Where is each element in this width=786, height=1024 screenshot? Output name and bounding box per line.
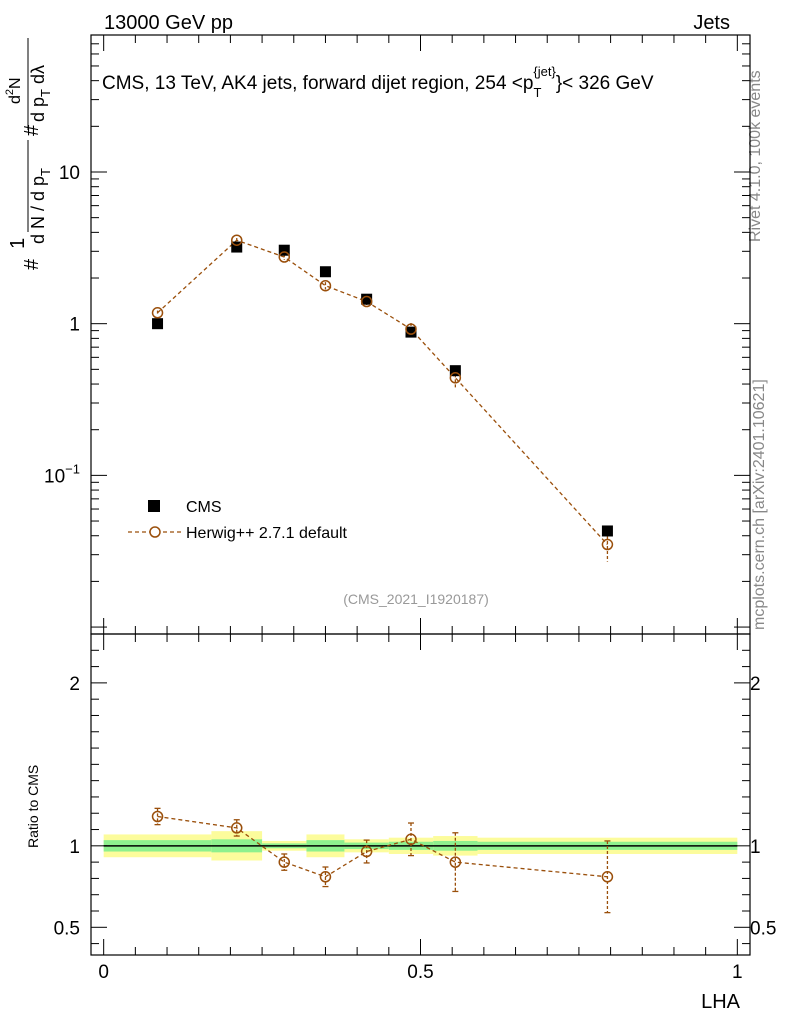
herwig-point [449, 372, 462, 384]
svg-text:#1: #1 [7, 238, 43, 270]
legend-label-cms: CMS [186, 499, 222, 516]
cms-point [449, 365, 461, 377]
ratio-point [230, 822, 243, 834]
herwig-point [151, 307, 164, 319]
svg-text:d N / d pT: d N / d pT [28, 168, 53, 244]
ratio-line [157, 815, 608, 878]
ratio-ylabel: Ratio to CMS [25, 765, 41, 848]
ratio-point [601, 871, 614, 883]
ratio-point [360, 845, 373, 858]
y-tick-label: 10−1 [44, 461, 80, 487]
x-tick-label: 1 [732, 962, 743, 983]
energy-label: 13000 GeV pp [104, 12, 233, 34]
svg-text:d pT dλ: d pT dλ [28, 65, 53, 122]
ratio-y-tick-label: 1 [69, 837, 80, 858]
ratio-y-tick-label: 0.5 [54, 918, 80, 939]
legend-marker-herwig [149, 526, 161, 538]
ratio-axis-ticks: 0.5 0.5 1 1 2 2 0 0.5 1 [54, 634, 776, 983]
cms-point [152, 318, 164, 330]
ratio-point [151, 810, 164, 823]
legend-marker-cms [148, 500, 160, 512]
cms-point [361, 293, 373, 305]
ratio-point [449, 856, 462, 868]
ratio-point [405, 833, 417, 846]
title-prefix: CMS, 13 TeV, AK4 jets, forward dijet reg… [102, 73, 533, 94]
legend: CMS Herwig++ 2.7.1 default [128, 499, 348, 542]
legend-label-herwig: Herwig++ 2.7.1 default [186, 525, 348, 542]
svg-text:#: # [21, 124, 43, 136]
ratio-y-tick-label-right: 2 [750, 674, 761, 695]
source-label: mcplots.cern.ch [arXiv:2401.10621] [751, 379, 768, 630]
title-suffix: }< 326 GeV [556, 73, 654, 94]
ratio-frame [90, 633, 751, 956]
ratio-y-tick-label-right: 0.5 [750, 918, 776, 939]
ratio-y-tick-label: 2 [69, 674, 80, 695]
cms-point [405, 326, 417, 338]
cms-point [601, 525, 613, 537]
category-label: Jets [693, 12, 730, 34]
ratio-point [319, 871, 332, 883]
main-ylabel: #1 d N / d pT # d2N d pT dλ [4, 38, 53, 270]
cms-point [319, 266, 331, 278]
x-axis-label: LHA [701, 991, 741, 1013]
main-title: CMS, 13 TeV, AK4 jets, forward dijet reg… [102, 64, 654, 100]
y-tick-label: 1 [69, 315, 80, 336]
herwig-point [278, 251, 291, 263]
cms-point [278, 244, 290, 256]
analysis-watermark: (CMS_2021_I1920187) [343, 591, 489, 607]
herwig-point [230, 234, 243, 246]
herwig-point [405, 323, 417, 335]
cms-point [231, 241, 243, 253]
herwig-line [157, 239, 608, 545]
ratio-point [278, 856, 291, 868]
herwig-point [360, 295, 373, 308]
y-tick-exponent: −1 [65, 461, 80, 476]
ratio-y-tick-label-right: 1 [750, 837, 761, 858]
main-series-group [151, 234, 614, 562]
main-frame [90, 34, 751, 635]
x-tick-label: 0.5 [407, 962, 433, 983]
rivet-version-label: Rivet 4.1.0, 100k events [747, 70, 764, 242]
y-tick-base: 1 [69, 315, 80, 336]
y-tick-label: 10 [59, 163, 80, 184]
title-sub: T [533, 85, 541, 100]
y-tick-base: 10 [44, 466, 65, 487]
ratio-band-group [103, 831, 738, 861]
herwig-point [319, 279, 332, 292]
title-sup: {jet} [533, 64, 556, 79]
y-tick-base: 10 [59, 163, 80, 184]
herwig-point [601, 538, 614, 551]
ratio-series-group [151, 807, 614, 914]
x-tick-label: 0 [98, 962, 109, 983]
svg-text:d2N: d2N [4, 77, 24, 104]
